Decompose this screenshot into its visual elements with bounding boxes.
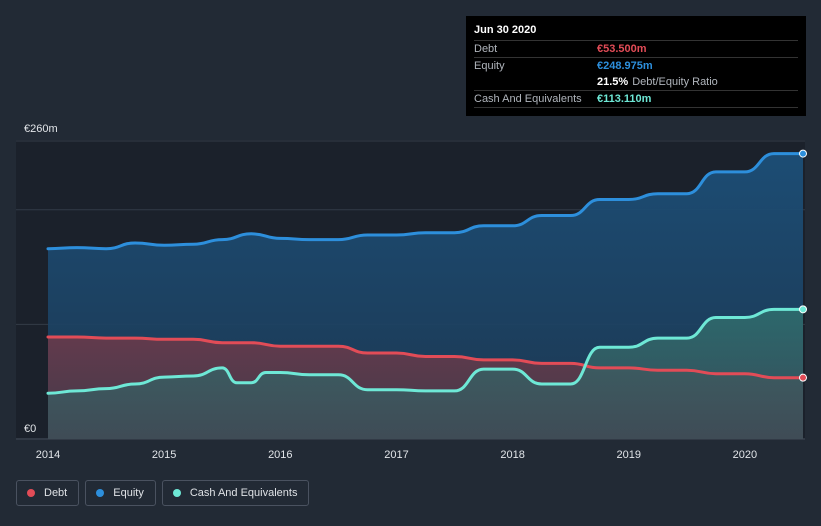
x-tick-label: 2020 (733, 449, 757, 461)
tooltip-row-equity: Equity €248.975m (474, 57, 798, 74)
equity-dot-icon (96, 489, 105, 497)
equity-line (46, 152, 805, 251)
tooltip-equity-label: Equity (474, 60, 505, 72)
tooltip-debt-label: Debt (474, 43, 498, 55)
tooltip-ratio-label: Debt/Equity Ratio (632, 76, 718, 88)
debt-end-marker (799, 373, 807, 382)
y-tick-label: €260m (24, 123, 58, 135)
tooltip-row-ratio: 21.5% Debt/Equity Ratio (474, 74, 798, 90)
cash-end-marker (799, 305, 807, 314)
legend-item-cash[interactable]: Cash And Equivalents (161, 480, 310, 506)
x-tick-label: 2015 (152, 449, 176, 461)
legend-item-equity[interactable]: Equity (85, 480, 156, 506)
cash-area (48, 309, 803, 439)
cash-line (46, 307, 805, 395)
equity-end-marker (799, 149, 807, 158)
x-tick-label: 2017 (384, 449, 408, 461)
tooltip-ratio-value: 21.5% (597, 76, 629, 88)
x-tick-label: 2018 (500, 449, 524, 461)
cash-dot-icon (172, 489, 181, 497)
legend-equity-label: Equity (113, 487, 144, 499)
debt-line (46, 335, 805, 380)
tooltip-date: Jun 30 2020 (474, 24, 537, 36)
debt-dot-icon (27, 489, 35, 497)
hover-tooltip: Jun 30 2020 Debt €53.500m Equity €248.97… (466, 16, 806, 116)
tooltip-cash-value: €113.110m (597, 93, 652, 105)
legend-cash-label: Cash And Equivalents (189, 487, 298, 499)
chart-legend: Debt Equity Cash And Equivalents (16, 480, 310, 506)
x-tick-label: 2019 (617, 449, 641, 461)
legend-item-debt[interactable]: Debt (16, 480, 80, 506)
x-tick-label: 2014 (36, 449, 60, 461)
legend-debt-label: Debt (44, 487, 68, 499)
tooltip-debt-value: €53.500m (597, 43, 647, 55)
tooltip-row-cash: Cash And Equivalents €113.110m (474, 90, 798, 108)
y-tick-label: €0 (24, 423, 36, 435)
x-tick-label: 2016 (268, 449, 292, 461)
tooltip-row-debt: Debt €53.500m (474, 40, 798, 57)
tooltip-cash-label: Cash And Equivalents (474, 93, 582, 105)
tooltip-equity-value: €248.975m (597, 60, 653, 72)
